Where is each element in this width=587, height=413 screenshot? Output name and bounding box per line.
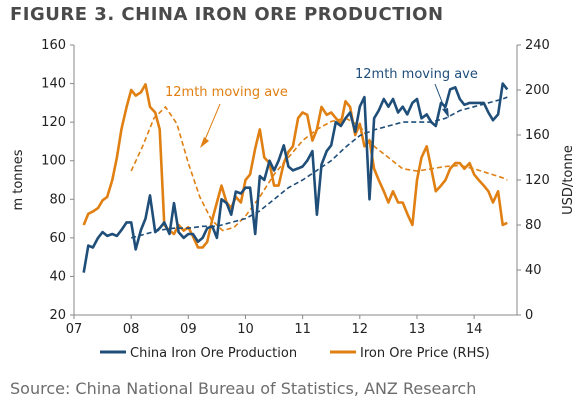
x-tick-label: 14: [466, 322, 483, 337]
x-tick-label: 08: [123, 322, 140, 337]
series-line-production: [82, 82, 509, 273]
legend-label-production: China Iron Ore Production: [130, 346, 297, 361]
annotation-price-arrow: [203, 103, 221, 143]
right-tick-label: 240: [525, 38, 550, 53]
source-note: Source: China National Bureau of Statist…: [10, 379, 477, 398]
iron-ore-chart: 20 40 60 80 100 120 140 160 0 40 80 120 160 200 240 07 0…: [11, 38, 576, 361]
x-tick-label: 11: [294, 322, 311, 337]
right-tick-label: 80: [525, 218, 542, 233]
annotation-price-arrowhead: [200, 137, 209, 148]
left-tick-label: 20: [49, 308, 66, 323]
right-tick-label: 0: [525, 308, 533, 323]
annotation-production-arrow: [434, 83, 447, 113]
right-tick-label: 40: [525, 263, 542, 278]
x-tick-label: 10: [237, 322, 254, 337]
annotation-production-ma: 12mth moving ave: [355, 67, 478, 82]
annotation-production-arrowhead: [442, 108, 449, 118]
x-tick-label: 13: [409, 322, 426, 337]
left-tick-label: 60: [49, 231, 66, 246]
right-axis-title: USD/tonne: [561, 145, 576, 215]
chart-title: FIGURE 3. CHINA IRON ORE PRODUCTION: [10, 4, 444, 25]
moving-average-line-production: [130, 96, 508, 239]
x-tick-label: 09: [180, 322, 197, 337]
left-tick-label: 140: [41, 77, 66, 92]
left-tick-label: 160: [41, 38, 66, 53]
moving-average-line-price: [130, 106, 508, 232]
annotation-price-ma: 12mth moving ave: [165, 85, 288, 100]
right-tick-label: 160: [525, 128, 550, 143]
right-tick-label: 120: [525, 173, 550, 188]
left-tick-label: 40: [49, 269, 66, 284]
right-tick-label: 200: [525, 83, 550, 98]
x-tick-label: 07: [66, 322, 83, 337]
legend-label-price: Iron Ore Price (RHS): [360, 346, 490, 361]
x-tick-label: 12: [352, 322, 369, 337]
series-line-price: [82, 83, 508, 249]
left-tick-label: 80: [49, 192, 66, 207]
left-tick-label: 100: [41, 154, 66, 169]
left-axis-title: m tonnes: [11, 149, 26, 210]
left-tick-label: 120: [41, 115, 66, 130]
